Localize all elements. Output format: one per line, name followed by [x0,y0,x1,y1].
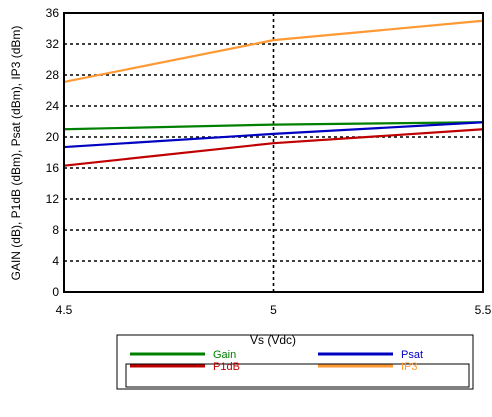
y-tick-label: 24 [46,99,60,113]
x-tick-labels: 4.5 5 5.5 [56,303,492,317]
y-tick-label: 28 [46,68,60,82]
y-tick-label: 4 [52,254,59,268]
grid-lines [64,13,483,292]
series-line-ip3 [63,19,484,84]
series-lines [63,19,484,167]
x-axis-label: Vs (Vdc) [250,333,296,347]
plot-frame [63,12,484,293]
y-axis-label: GAIN (dB), P1dB (dBm), Psat (dBm), IP3 (… [9,26,23,281]
x-tick-label: 5 [270,303,277,317]
y-tick-label: 16 [46,161,60,175]
legend-label-psat: Psat [401,349,423,361]
x-tick-label: 4.5 [56,303,73,317]
y-tick-label: 0 [52,285,59,299]
legend-label-p1db: P1dB [213,361,240,373]
y-tick-label: 32 [46,37,60,51]
series-line-p1db [63,128,484,167]
legend: Gain Psat P1dB IP3 [116,334,474,390]
y-tick-label: 8 [52,223,59,237]
series-line-psat [63,121,484,149]
legend-inner [125,363,470,388]
legend-label-ip3: IP3 [401,361,418,373]
legend-label-gain: Gain [213,349,236,361]
y-tick-labels: 0 4 8 12 16 20 24 28 32 36 [46,6,60,299]
x-tick-label: 5.5 [475,303,492,317]
y-tick-label: 36 [46,6,60,20]
y-tick-label: 12 [46,192,60,206]
series-line-gain [63,121,484,131]
legend-box [116,334,474,390]
y-tick-label: 20 [46,130,60,144]
legend-items: Gain Psat P1dB IP3 [130,349,423,373]
